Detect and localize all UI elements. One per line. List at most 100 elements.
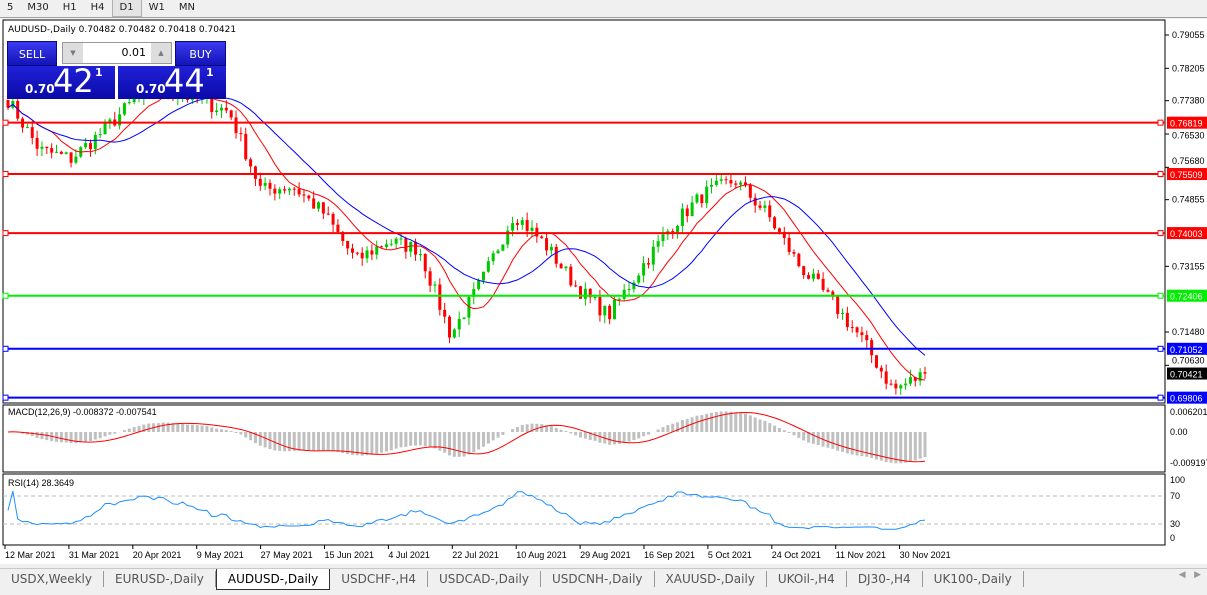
macd-bar bbox=[409, 432, 413, 446]
chart-tab[interactable]: USDCHF-,H4 bbox=[330, 571, 428, 587]
candle-body bbox=[651, 246, 655, 265]
candle-body bbox=[331, 213, 335, 225]
macd-bar bbox=[598, 432, 602, 443]
timeframe-w1[interactable]: W1 bbox=[148, 2, 165, 13]
candle-body bbox=[918, 372, 922, 381]
candle-body bbox=[108, 119, 112, 123]
candle-body bbox=[850, 326, 854, 328]
macd-bar bbox=[753, 417, 757, 432]
candle-body bbox=[899, 385, 903, 389]
chart-tab[interactable]: EURUSD-,Daily bbox=[104, 571, 216, 587]
tab-scroll-arrows-icon[interactable]: ◀ ▶ bbox=[1178, 570, 1201, 580]
macd-bar bbox=[496, 432, 500, 438]
price-chart[interactable]: 0.79055 0.78205 0.77380 0.76530 0.75680 0.748… bbox=[0, 19, 1207, 564]
date-axis-label: 29 Aug 2021 bbox=[580, 550, 631, 560]
date-axis-label: 15 Jun 2021 bbox=[325, 550, 375, 560]
candle-body bbox=[346, 240, 350, 249]
macd-bar bbox=[549, 426, 553, 432]
chart-tab[interactable]: AUDUSD-,Daily bbox=[215, 569, 331, 590]
timeframe-d1[interactable]: D1 bbox=[111, 0, 142, 17]
timeframe-5[interactable]: 5 bbox=[7, 2, 14, 13]
candle-body bbox=[559, 263, 563, 269]
lot-decrease-icon[interactable]: ▼ bbox=[63, 43, 83, 63]
candle-body bbox=[472, 289, 476, 297]
candle-body bbox=[380, 246, 384, 248]
chart-tab[interactable]: USDCAD-,Daily bbox=[428, 571, 541, 587]
timeframe-m30[interactable]: M30 bbox=[27, 2, 49, 13]
sell-button[interactable]: SELL bbox=[7, 41, 57, 66]
candle-body bbox=[35, 137, 39, 149]
macd-bar bbox=[326, 432, 330, 451]
timeframe-h1[interactable]: H1 bbox=[62, 2, 77, 13]
chart-tab[interactable]: USDX,Weekly bbox=[0, 571, 104, 587]
macd-bar bbox=[642, 432, 646, 437]
rsi-label: RSI(14) 28.3649 bbox=[8, 478, 74, 488]
macd-bar bbox=[748, 415, 752, 432]
candle-body bbox=[491, 253, 495, 262]
timeframe-mn[interactable]: MN bbox=[178, 2, 195, 13]
candle-body bbox=[118, 114, 122, 126]
chart-tab[interactable]: XAUUSD-,Daily bbox=[655, 571, 767, 587]
timeframe-toolbar: 5 M30 H1 H4 D1 W1 MN bbox=[0, 0, 1207, 18]
date-axis-label: 22 Jul 2021 bbox=[452, 550, 499, 560]
chart-tab[interactable]: DJ30-,H4 bbox=[847, 571, 923, 587]
ma-fast-line bbox=[7, 93, 926, 381]
buy-price[interactable]: 0.70 44 1 bbox=[118, 62, 226, 100]
date-axis-label: 5 Oct 2021 bbox=[708, 550, 752, 560]
candle-body bbox=[428, 271, 432, 286]
macd-bar bbox=[171, 423, 175, 432]
candle-body bbox=[496, 250, 500, 254]
candle-body bbox=[317, 202, 321, 209]
macd-bar bbox=[758, 419, 762, 432]
candle-body bbox=[545, 238, 549, 251]
macd-bar bbox=[45, 432, 49, 441]
candle-body bbox=[646, 263, 650, 265]
candle-body bbox=[836, 296, 840, 314]
timeframe-h4[interactable]: H4 bbox=[90, 2, 105, 13]
candle-body bbox=[884, 371, 888, 384]
candle-body bbox=[268, 182, 272, 189]
candle-body bbox=[486, 261, 490, 272]
macd-bar bbox=[234, 432, 238, 433]
macd-bar bbox=[879, 432, 883, 461]
rsi-axis-label: 100 bbox=[1170, 475, 1185, 485]
sell-price[interactable]: 0.70 42 1 bbox=[7, 62, 115, 100]
macd-bar bbox=[743, 413, 747, 432]
candles bbox=[6, 78, 927, 395]
macd-bar bbox=[433, 432, 437, 449]
lot-size-input[interactable]: ▼ 0.01 ▲ bbox=[62, 42, 172, 64]
macd-bar bbox=[802, 432, 806, 441]
macd-bar bbox=[855, 432, 859, 456]
candle-body bbox=[540, 236, 544, 239]
macd-bar bbox=[530, 423, 534, 432]
macd-bar bbox=[394, 432, 398, 449]
macd-bar bbox=[40, 432, 44, 440]
candle-body bbox=[423, 254, 427, 272]
candle-body bbox=[326, 213, 330, 215]
chart-area[interactable]: 0.79055 0.78205 0.77380 0.76530 0.75680 0.748… bbox=[0, 19, 1207, 564]
candle-body bbox=[637, 275, 641, 283]
candle-body bbox=[622, 289, 626, 299]
macd-bar bbox=[438, 432, 442, 451]
macd-bar bbox=[331, 432, 335, 452]
chart-tab[interactable]: USDCNH-,Daily bbox=[541, 571, 655, 587]
macd-bar bbox=[874, 432, 878, 460]
macd-bar bbox=[166, 422, 170, 432]
chart-tab[interactable]: UKOil-,H4 bbox=[767, 571, 847, 587]
candle-body bbox=[283, 189, 287, 191]
chart-tab[interactable]: UK100-,Daily bbox=[923, 571, 1024, 587]
lot-increase-icon[interactable]: ▲ bbox=[151, 43, 171, 63]
lot-value[interactable]: 0.01 bbox=[121, 46, 147, 59]
candle-body bbox=[244, 133, 248, 160]
macd-bar bbox=[622, 432, 626, 443]
macd-bar bbox=[142, 424, 146, 432]
macd-bar bbox=[671, 423, 675, 432]
candle-body bbox=[302, 194, 306, 196]
candle-body bbox=[360, 252, 364, 259]
macd-bar bbox=[511, 429, 515, 432]
buy-button[interactable]: BUY bbox=[175, 41, 226, 66]
candle-body bbox=[229, 110, 233, 118]
macd-bar bbox=[612, 432, 616, 445]
macd-bar bbox=[244, 432, 248, 438]
macd-bar bbox=[414, 432, 418, 446]
